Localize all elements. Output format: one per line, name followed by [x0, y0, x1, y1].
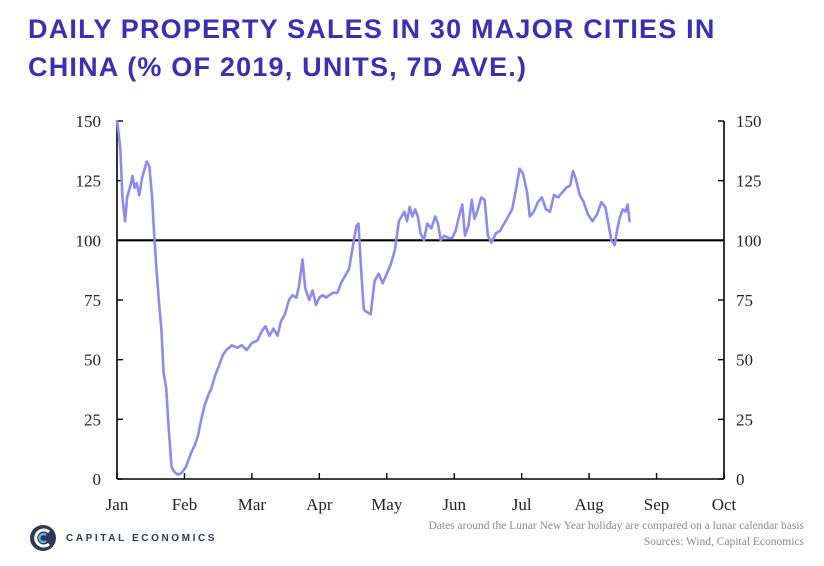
y-tick-label-right-0: 0	[736, 470, 745, 489]
y-tick-label-right-125: 125	[736, 172, 762, 191]
y-tick-label-left-50: 50	[84, 351, 101, 370]
y-tick-label-left-75: 75	[84, 291, 101, 310]
x-tick-label-jun: Jun	[442, 495, 466, 514]
y-tick-label-left-125: 125	[76, 172, 102, 191]
x-tick-label-jul: Jul	[512, 495, 532, 514]
sources-note: Sources: Wind, Capital Economics	[643, 536, 804, 548]
y-tick-label-left-150: 150	[76, 112, 102, 131]
x-tick-label-aug: Aug	[574, 495, 604, 514]
capital-economics-logo: CAPITAL ECONOMICS	[28, 520, 217, 556]
series-line-1	[115, 119, 631, 476]
logo-icon	[30, 525, 56, 551]
x-tick-label-feb: Feb	[172, 495, 198, 514]
y-tick-label-right-25: 25	[736, 410, 753, 429]
chart-title: DAILY PROPERTY SALES IN 30 MAJOR CITIES …	[28, 10, 818, 86]
y-tick-label-right-75: 75	[736, 291, 753, 310]
x-tick-label-apr: Apr	[306, 495, 333, 514]
brand-name: CAPITAL ECONOMICS	[66, 532, 218, 544]
chart-title-line-1: DAILY PROPERTY SALES IN 30 MAJOR CITIES …	[28, 14, 716, 44]
y-tick-label-left-25: 25	[84, 410, 101, 429]
y-tick-label-right-150: 150	[736, 112, 762, 131]
chart-ticks: 0 0 25 25 50 50 75 75 100 100 125 125 150 150 Jan Feb Ma…	[76, 112, 762, 514]
y-tick-label-left-100: 100	[76, 231, 102, 250]
x-tick-label-may: May	[371, 495, 403, 514]
x-tick-label-mar: Mar	[238, 495, 267, 514]
chart-axes	[116, 121, 725, 480]
y-tick-label-left-0: 0	[93, 470, 102, 489]
line-chart: 0 0 25 25 50 50 75 75 100 100 125 125 150 150 Jan Feb Ma…	[76, 112, 762, 514]
x-tick-label-jan: Jan	[106, 495, 129, 514]
y-tick-label-right-50: 50	[736, 351, 753, 370]
x-tick-label-oct: Oct	[712, 495, 737, 514]
chart-title-line-2: CHINA (% OF 2019, UNITS, 7D AVE.)	[28, 52, 528, 82]
lunar-calendar-note: Dates around the Lunar New Year holiday …	[428, 520, 804, 532]
chart-series	[115, 119, 631, 476]
y-tick-label-right-100: 100	[736, 231, 762, 250]
x-tick-label-sep: Sep	[644, 495, 670, 514]
chart-notes: Dates around the Lunar New Year holiday …	[428, 518, 804, 550]
